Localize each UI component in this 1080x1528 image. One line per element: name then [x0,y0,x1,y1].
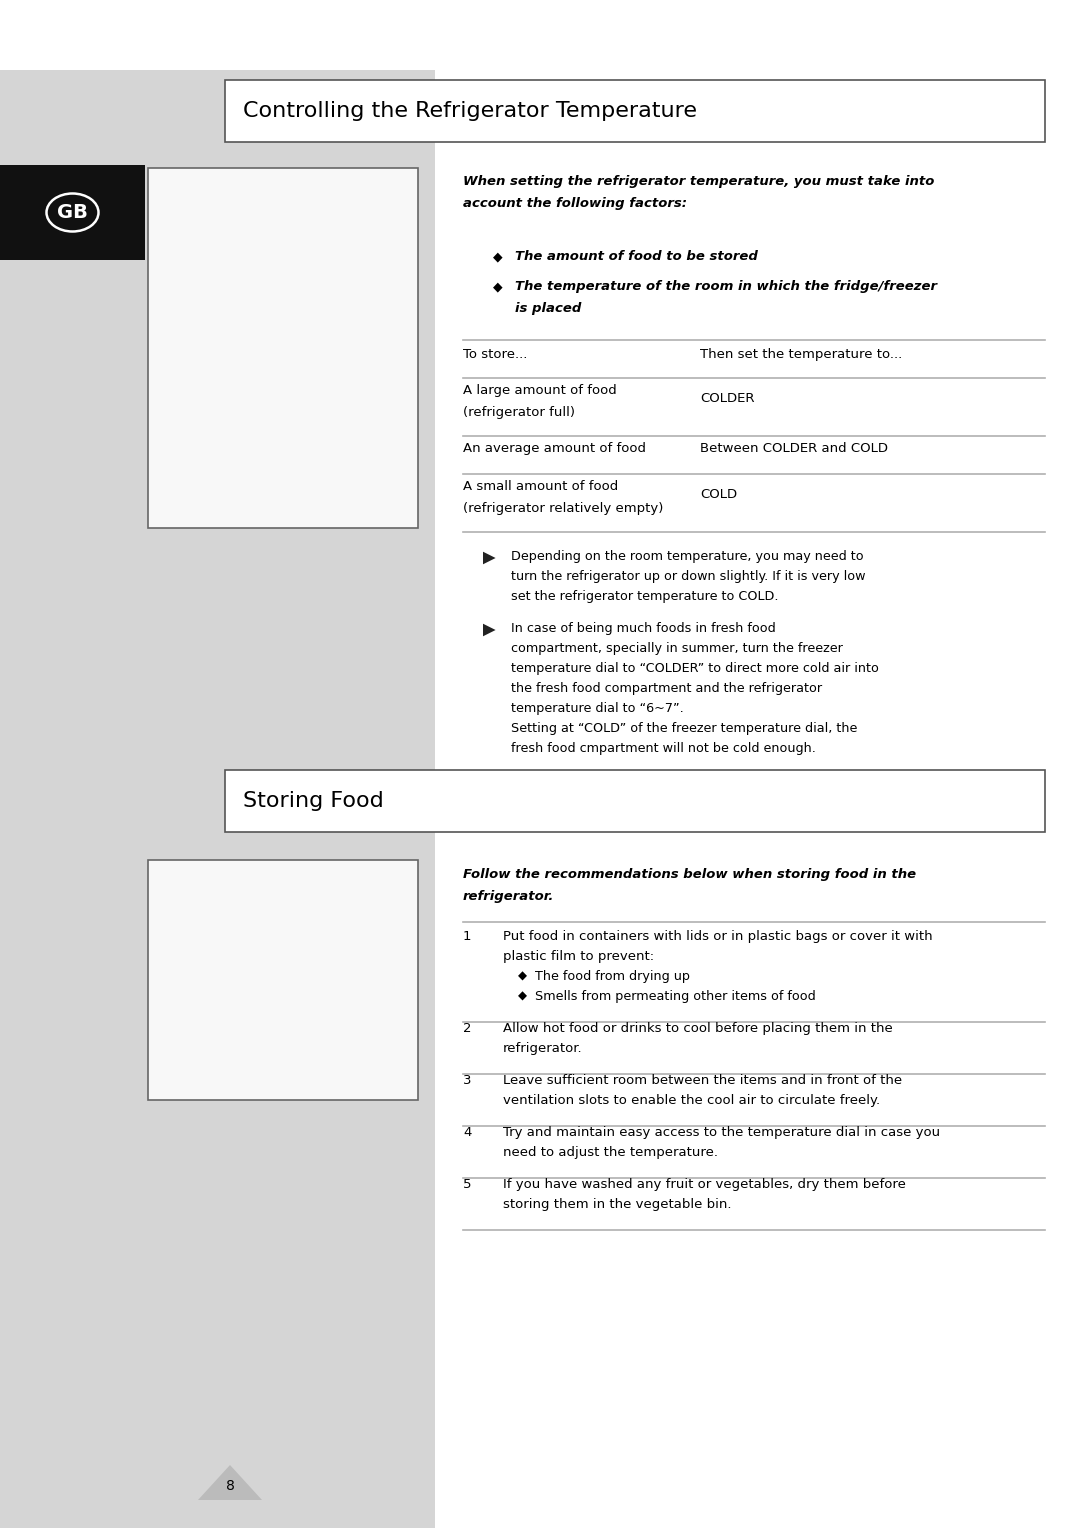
Text: account the following factors:: account the following factors: [463,197,687,209]
Text: An average amount of food: An average amount of food [463,442,646,455]
Text: ◆: ◆ [518,990,527,1002]
Text: is placed: is placed [515,303,581,315]
Text: set the refrigerator temperature to COLD.: set the refrigerator temperature to COLD… [511,590,779,604]
Polygon shape [483,552,496,564]
Bar [148,168,418,529]
Text: turn the refrigerator up or down slightly. If it is very low: turn the refrigerator up or down slightl… [511,570,865,584]
Text: Then set the temperature to...: Then set the temperature to... [700,348,902,361]
Bar [0,0,1080,70]
Polygon shape [198,1465,262,1500]
Text: ◆: ◆ [518,970,527,983]
Text: refrigerator.: refrigerator. [463,889,554,903]
Text: GB: GB [57,203,87,222]
Text: Smells from permeating other items of food: Smells from permeating other items of fo… [535,990,815,1002]
Text: Leave sufficient room between the items and in front of the: Leave sufficient room between the items … [503,1074,902,1086]
Text: To store...: To store... [463,348,527,361]
Text: ◆: ◆ [492,251,502,263]
Text: refrigerator.: refrigerator. [503,1042,582,1054]
Text: A small amount of food: A small amount of food [463,480,618,494]
Text: COLD: COLD [700,487,738,501]
Text: plastic film to prevent:: plastic film to prevent: [503,950,654,963]
Text: compartment, specially in summer, turn the freezer: compartment, specially in summer, turn t… [511,642,842,656]
Polygon shape [483,623,496,636]
Text: A large amount of food: A large amount of food [463,384,617,397]
Text: 8: 8 [226,1479,234,1493]
Bar [0,70,435,1528]
Text: 4: 4 [463,1126,471,1138]
Text: Setting at “COLD” of the freezer temperature dial, the: Setting at “COLD” of the freezer tempera… [511,723,858,735]
Text: fresh food cmpartment will not be cold enough.: fresh food cmpartment will not be cold e… [511,743,815,755]
Bar [148,860,418,1100]
Text: 3: 3 [463,1074,472,1086]
Text: Depending on the room temperature, you may need to: Depending on the room temperature, you m… [511,550,864,562]
Text: COLDER: COLDER [700,393,755,405]
Text: Put food in containers with lids or in plastic bags or cover it with: Put food in containers with lids or in p… [503,931,933,943]
Text: If you have washed any fruit or vegetables, dry them before: If you have washed any fruit or vegetabl… [503,1178,906,1190]
Text: 2: 2 [463,1022,472,1034]
Text: temperature dial to “6~7”.: temperature dial to “6~7”. [511,701,684,715]
Text: Try and maintain easy access to the temperature dial in case you: Try and maintain easy access to the temp… [503,1126,940,1138]
Text: (refrigerator relatively empty): (refrigerator relatively empty) [463,503,663,515]
Text: ventilation slots to enable the cool air to circulate freely.: ventilation slots to enable the cool air… [503,1094,880,1106]
Bar [435,70,1080,1528]
Bar [225,770,1045,833]
Text: ◆: ◆ [492,280,502,293]
Bar [0,165,145,260]
Text: temperature dial to “COLDER” to direct more cold air into: temperature dial to “COLDER” to direct m… [511,662,879,675]
Text: The amount of food to be stored: The amount of food to be stored [515,251,758,263]
Text: The food from drying up: The food from drying up [535,970,690,983]
Text: 1: 1 [463,931,472,943]
Text: In case of being much foods in fresh food: In case of being much foods in fresh foo… [511,622,775,636]
Text: need to adjust the temperature.: need to adjust the temperature. [503,1146,718,1160]
Text: Storing Food: Storing Food [243,792,383,811]
Text: Allow hot food or drinks to cool before placing them in the: Allow hot food or drinks to cool before … [503,1022,893,1034]
Text: Controlling the Refrigerator Temperature: Controlling the Refrigerator Temperature [243,101,697,121]
Text: The temperature of the room in which the fridge/freezer: The temperature of the room in which the… [515,280,937,293]
Bar [225,79,1045,142]
Text: storing them in the vegetable bin.: storing them in the vegetable bin. [503,1198,731,1212]
Text: Follow the recommendations below when storing food in the: Follow the recommendations below when st… [463,868,916,882]
Text: the fresh food compartment and the refrigerator: the fresh food compartment and the refri… [511,681,822,695]
Text: Between COLDER and COLD: Between COLDER and COLD [700,442,888,455]
Text: 5: 5 [463,1178,472,1190]
Text: When setting the refrigerator temperature, you must take into: When setting the refrigerator temperatur… [463,176,934,188]
Text: (refrigerator full): (refrigerator full) [463,406,575,419]
